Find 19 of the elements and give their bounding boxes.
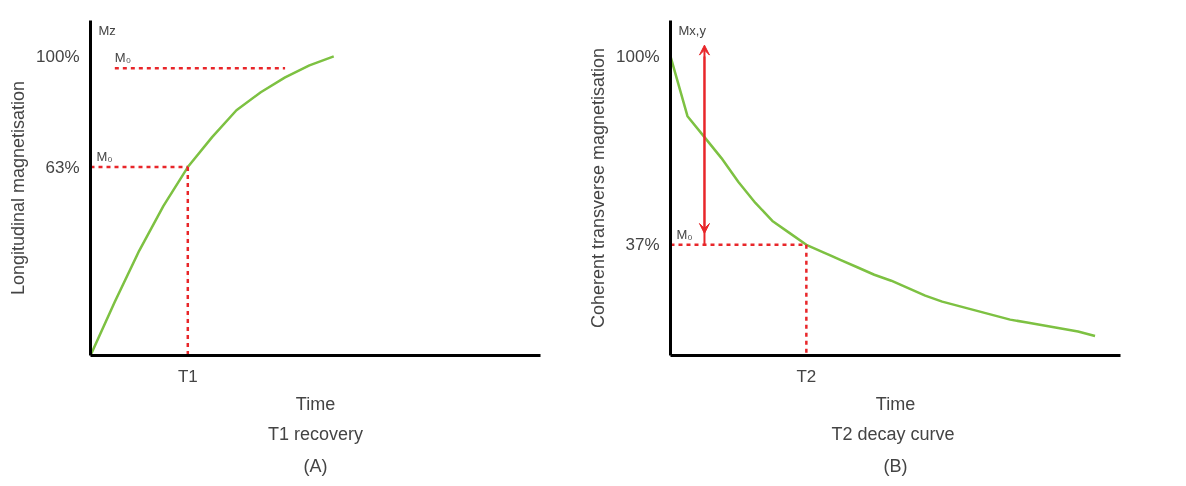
text: (B) bbox=[883, 455, 908, 476]
y-axis-title: Coherent transverse magnetisation bbox=[588, 47, 609, 329]
x-axis-title: Time bbox=[875, 393, 916, 414]
x-tick-label: T2 bbox=[796, 366, 817, 386]
text: M₀ bbox=[96, 149, 113, 165]
y-tick-label: 100% bbox=[36, 46, 80, 66]
x-axis-title: Time bbox=[295, 393, 336, 414]
x-tick-label: T1 bbox=[177, 366, 198, 386]
y-tick-label: 63% bbox=[45, 157, 80, 177]
annotation: Mz bbox=[98, 22, 116, 38]
annotation: Mx,y bbox=[678, 22, 707, 38]
text: T2 decay curve bbox=[831, 423, 955, 444]
series-label: M₀ bbox=[114, 50, 132, 66]
y-tick-label: 37% bbox=[625, 235, 660, 255]
legend-label: M₀ bbox=[676, 226, 693, 242]
y-tick-label: 100% bbox=[616, 46, 660, 66]
y-axis-title: Longitudinal magnetisation bbox=[8, 80, 29, 296]
text: T1 recovery bbox=[267, 423, 364, 444]
text: (A) bbox=[303, 455, 328, 476]
